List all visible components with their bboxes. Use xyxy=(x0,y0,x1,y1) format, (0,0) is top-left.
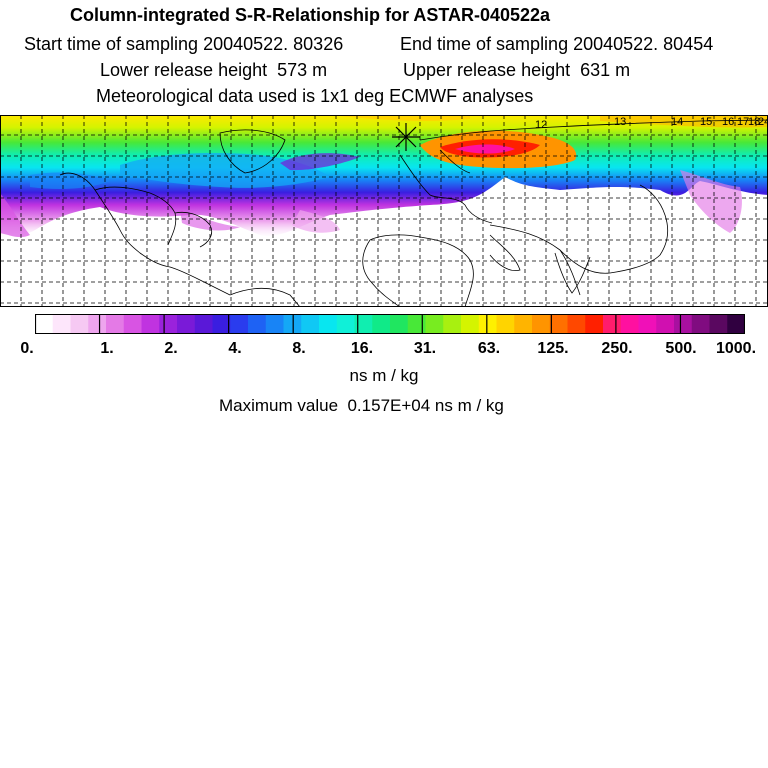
color-scale-cell xyxy=(106,314,125,334)
scale-tick-label: 1. xyxy=(100,340,114,357)
color-scale-cell xyxy=(407,314,427,334)
color-scale-cell xyxy=(372,314,391,334)
track-label: 16 xyxy=(722,116,734,128)
color-scale-cell xyxy=(159,314,178,334)
meteorological-data-label: Meteorological data used is 1x1 deg ECMW… xyxy=(96,86,534,106)
color-scale-cell xyxy=(319,314,338,334)
track-label: 17 xyxy=(737,116,749,128)
plot-title: Column-integrated S-R-Relationship for A… xyxy=(70,5,551,25)
arabia-coast xyxy=(489,234,521,272)
color-scale-cell xyxy=(230,314,249,334)
track-label: 24 xyxy=(758,116,768,128)
asia-coast xyxy=(489,184,669,296)
color-scale-cell xyxy=(709,314,728,334)
color-scale-cell xyxy=(585,314,604,334)
maximum-value-label: Maximum value 0.157E+04 ns m / kg xyxy=(219,396,504,415)
color-scale-cell xyxy=(478,314,498,334)
color-scale-cell xyxy=(301,314,320,334)
africa-coast xyxy=(362,234,474,307)
scale-tick-label: 8. xyxy=(292,340,306,357)
scale-tick-label: 63. xyxy=(477,340,501,357)
track-label: 12 xyxy=(535,119,547,131)
color-scale-cell xyxy=(549,314,569,334)
color-scale-cell xyxy=(123,314,143,334)
color-scale-cell xyxy=(52,314,72,334)
scale-tick-label: 250. xyxy=(601,340,633,357)
scale-tick-label: 31. xyxy=(413,340,437,357)
plume-band xyxy=(0,115,768,240)
color-scale-cell xyxy=(674,314,693,334)
color-scale-cell xyxy=(88,314,107,334)
color-scale-cell xyxy=(425,314,444,334)
color-scale-cell xyxy=(567,314,586,334)
end-time-label: End time of sampling 20040522. 80454 xyxy=(400,34,714,54)
color-scale-cell xyxy=(212,314,231,334)
scale-tick-label: 0. xyxy=(20,340,34,357)
color-scale-cell xyxy=(35,314,54,334)
color-scale-cell xyxy=(390,314,409,334)
color-scale-cell xyxy=(638,314,657,334)
color-scale-cell xyxy=(727,314,745,334)
track-label: 15 xyxy=(700,116,712,128)
track-label: 14 xyxy=(671,116,683,128)
color-scale-border xyxy=(35,314,745,334)
scale-tick-label: 1000. xyxy=(715,340,757,357)
release-location-marker xyxy=(392,123,420,151)
track-label: 13 xyxy=(614,116,626,128)
india-coast xyxy=(554,252,591,294)
color-scale-cell xyxy=(70,314,89,334)
color-scale-cell xyxy=(194,314,214,334)
track-label: 18 xyxy=(748,116,760,128)
scale-units-label: ns m / kg xyxy=(349,366,419,385)
north-america-coast xyxy=(59,172,231,296)
sensitivity-map: 12 13 14 15 16 17 18 24 xyxy=(0,115,768,307)
color-scale-cell xyxy=(603,314,622,334)
scale-tick-label: 4. xyxy=(228,340,242,357)
south-america-coast xyxy=(229,287,301,307)
color-scale-cell xyxy=(177,314,196,334)
color-scale-cell xyxy=(265,314,285,334)
color-scale-cell xyxy=(141,314,160,334)
color-scale-cell xyxy=(532,314,551,334)
upper-release-height-label: Upper release height 631 m xyxy=(403,60,631,80)
scale-tick-label: 500. xyxy=(665,340,697,357)
color-scale-cell xyxy=(656,314,675,334)
scale-tick-label: 125. xyxy=(537,340,569,357)
color-scale-bar xyxy=(35,314,745,334)
color-scale-cell xyxy=(461,314,480,334)
color-scale-cell xyxy=(620,314,640,334)
color-scale-cell xyxy=(496,314,515,334)
start-time-label: Start time of sampling 20040522. 80326 xyxy=(24,34,344,54)
scale-tick-label: 2. xyxy=(164,340,178,357)
color-scale-cell xyxy=(691,314,711,334)
color-scale-cell xyxy=(443,314,462,334)
color-scale-cell xyxy=(248,314,267,334)
color-scale-cell xyxy=(354,314,373,334)
lower-release-height-label: Lower release height 573 m xyxy=(100,60,328,80)
color-scale-cell xyxy=(336,314,356,334)
scale-tick-label: 16. xyxy=(350,340,374,357)
color-scale-cell xyxy=(514,314,533,334)
